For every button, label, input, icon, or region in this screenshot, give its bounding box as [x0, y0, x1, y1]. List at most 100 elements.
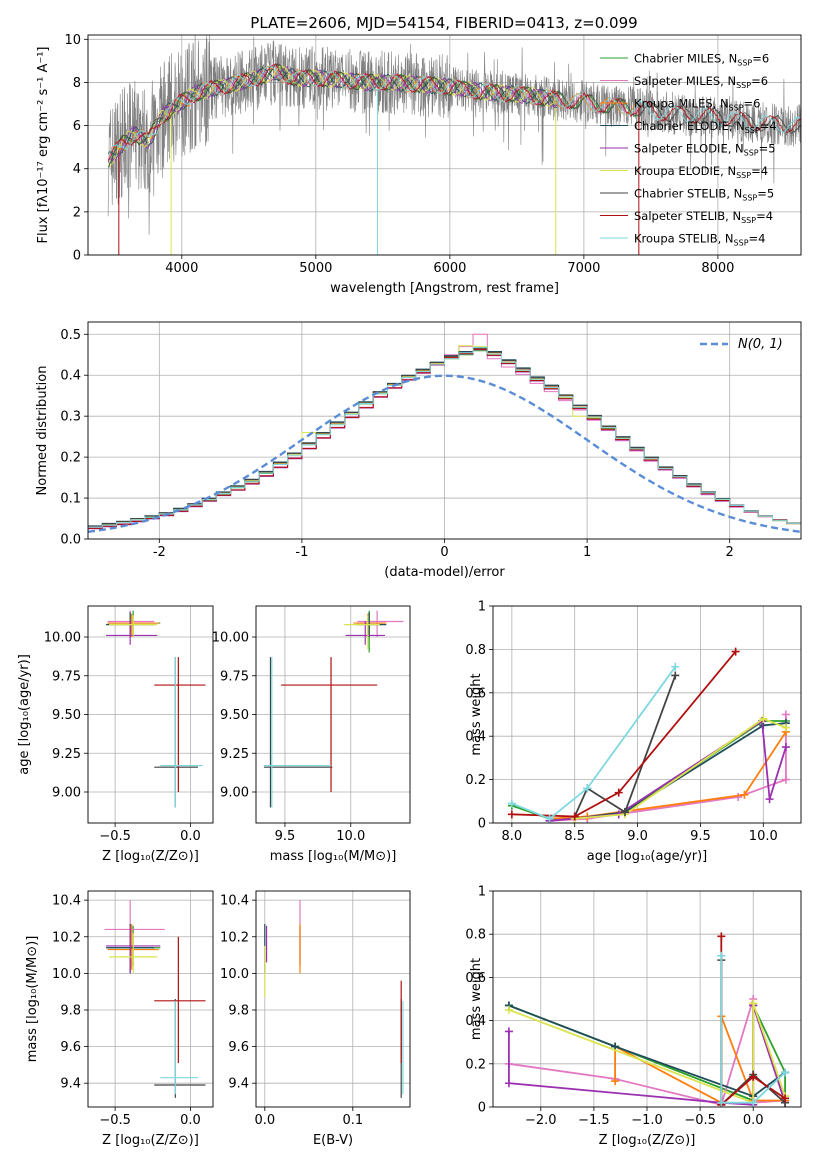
x-tick-label: 0.1: [342, 1113, 363, 1128]
z-age-plot-area: [88, 606, 213, 823]
histogram-kroupa-stelib: [88, 346, 801, 530]
y-axis-label: mass weight: [469, 673, 484, 755]
y-tick-label: 10.00: [212, 631, 249, 646]
weight-marker: [504, 1079, 513, 1088]
weight-marker: [717, 1098, 726, 1107]
weight-marker: [717, 932, 726, 941]
y-tick-label: 9.6: [228, 1040, 249, 1055]
axes-frame: [255, 605, 411, 824]
y-tick-label: 0.1: [60, 492, 81, 507]
y-tick-label: 6: [73, 119, 81, 134]
spectrum-legend: Chabrier MILES, NSSP=6 Salpeter MILES, NS…: [600, 52, 777, 248]
y-tick-label: 0.6: [465, 686, 486, 701]
y-tick-label: 10.2: [52, 930, 81, 945]
weight-marker: [749, 1072, 758, 1081]
x-tick-label: 9.5: [690, 829, 711, 844]
y-tick-label: 9.75: [220, 669, 249, 684]
model-spectrum-chabrier-stelib: [107, 62, 801, 168]
x-tick-label: 0.0: [180, 829, 201, 844]
model-spectrum-chabrier-elodie: [107, 66, 558, 158]
y-axis-label: mass [log₁₀(M/M⊙)]: [25, 936, 40, 1063]
x-tick-label: 4000: [165, 261, 198, 276]
y-tick-label: 0.4: [465, 730, 486, 745]
axes-frame: [87, 34, 802, 256]
weight-marker: [765, 795, 774, 804]
axes-frame: [492, 605, 802, 824]
mass-age-plot-area: [256, 606, 410, 823]
x-tick-label: −2.0: [525, 1113, 557, 1128]
x-tick-label: 9.5: [275, 829, 296, 844]
z-weight-axes: −2.0 −1.5 −1.0 −0.5 0.0 0 0.2 0.4 0.6 0.8 1 Z [log₁…: [465, 885, 802, 1148]
x-axis-label: Z [log₁₀(Z/Z⊙)]: [102, 1133, 199, 1148]
x-tick-label: 1: [583, 545, 591, 560]
x-tick-label: −0.5: [684, 1113, 716, 1128]
ebv-mass-axes: 0.0 0.1 9.4 9.6 9.8 10.0 10.2 10.4 E(B-V): [220, 890, 411, 1148]
y-tick-label: 10: [64, 33, 81, 48]
model-spectrum-kroupa-elodie: [107, 65, 558, 168]
legend-label: Chabrier STELIB, NSSP=5: [634, 187, 774, 203]
weight-marker: [611, 1042, 620, 1051]
weight-marker: [621, 808, 629, 817]
x-axis-label: E(B-V): [313, 1133, 353, 1148]
x-axis-label: age [log₁₀(age/yr)]: [587, 849, 708, 864]
x-tick-label: 2: [726, 545, 734, 560]
y-tick-label: 1: [478, 885, 486, 900]
z-age-axes: −0.5 0.0 9.00 9.25 9.50 9.75 10.00 Z [log₁₀(Z/Z…: [17, 605, 214, 864]
x-tick-label: −1.5: [578, 1113, 610, 1128]
y-tick-label: 9.25: [52, 747, 81, 762]
axes-frame: [87, 321, 802, 540]
weight-marker: [504, 1027, 513, 1036]
observed-spectrum-line: [107, 35, 801, 235]
y-tick-label: 10.4: [220, 894, 249, 909]
weight-marker: [759, 714, 768, 723]
y-tick-label: 0: [478, 1101, 486, 1116]
y-tick-label: 0.8: [465, 928, 486, 943]
x-tick-label: 6000: [433, 261, 466, 276]
y-tick-label: 0.3: [60, 410, 81, 425]
y-tick-label: 9.75: [52, 669, 81, 684]
axes-frame: [255, 890, 411, 1108]
y-tick-label: 2: [73, 205, 81, 220]
x-tick-label: 10.0: [336, 829, 365, 844]
weight-marker: [583, 784, 592, 793]
axes-frame: [87, 605, 214, 824]
legend-label: Salpeter STELIB, NSSP=4: [634, 209, 773, 225]
x-tick-label: 9.0: [627, 829, 648, 844]
y-tick-label: 9.8: [228, 1003, 249, 1018]
y-axis-label: mass weight: [469, 958, 484, 1040]
y-tick-label: 10.2: [220, 930, 249, 945]
weight-marker: [781, 723, 790, 732]
legend-label: Salpeter MILES, NSSP=6: [634, 74, 768, 90]
y-tick-label: 0: [73, 249, 81, 264]
x-tick-label: 8.0: [502, 829, 523, 844]
y-tick-label: 9.50: [220, 708, 249, 723]
x-axis-label: wavelength [Angstrom, rest frame]: [330, 281, 559, 296]
x-tick-label: 7000: [567, 261, 600, 276]
weight-line-salpeter-elodie: [508, 1005, 786, 1106]
x-tick-label: −1.0: [631, 1113, 663, 1128]
weight-marker: [740, 790, 749, 799]
z-weight-plot-area: [493, 891, 801, 1107]
z-mass-plot-area: [88, 891, 213, 1107]
y-tick-label: 10.4: [52, 894, 81, 909]
x-tick-label: 0: [440, 545, 448, 560]
weight-line-kroupa-miles: [549, 731, 787, 820]
y-tick-label: 9.25: [220, 747, 249, 762]
x-axis-label: (data-model)/error: [384, 565, 505, 580]
x-tick-label: 0.0: [254, 1113, 275, 1128]
x-tick-label: 0.0: [743, 1113, 764, 1128]
legend-label: Salpeter ELODIE, NSSP=5: [634, 142, 776, 158]
weight-marker: [749, 999, 758, 1008]
x-tick-label: −0.5: [99, 1113, 131, 1128]
y-axis-label: Flux [fλ10⁻¹⁷ erg cm⁻² s⁻¹ A⁻¹]: [36, 47, 51, 244]
age-weight-plot-area: [493, 606, 801, 823]
y-tick-label: 0.8: [465, 643, 486, 658]
axes-frame: [492, 890, 802, 1108]
weight-marker: [717, 951, 726, 960]
spectrum-plot-area: [88, 35, 801, 255]
weight-marker: [507, 810, 516, 819]
legend-label: Chabrier MILES, NSSP=6: [634, 52, 769, 68]
x-axis-label: mass [log₁₀(M/M⊙)]: [270, 849, 397, 864]
